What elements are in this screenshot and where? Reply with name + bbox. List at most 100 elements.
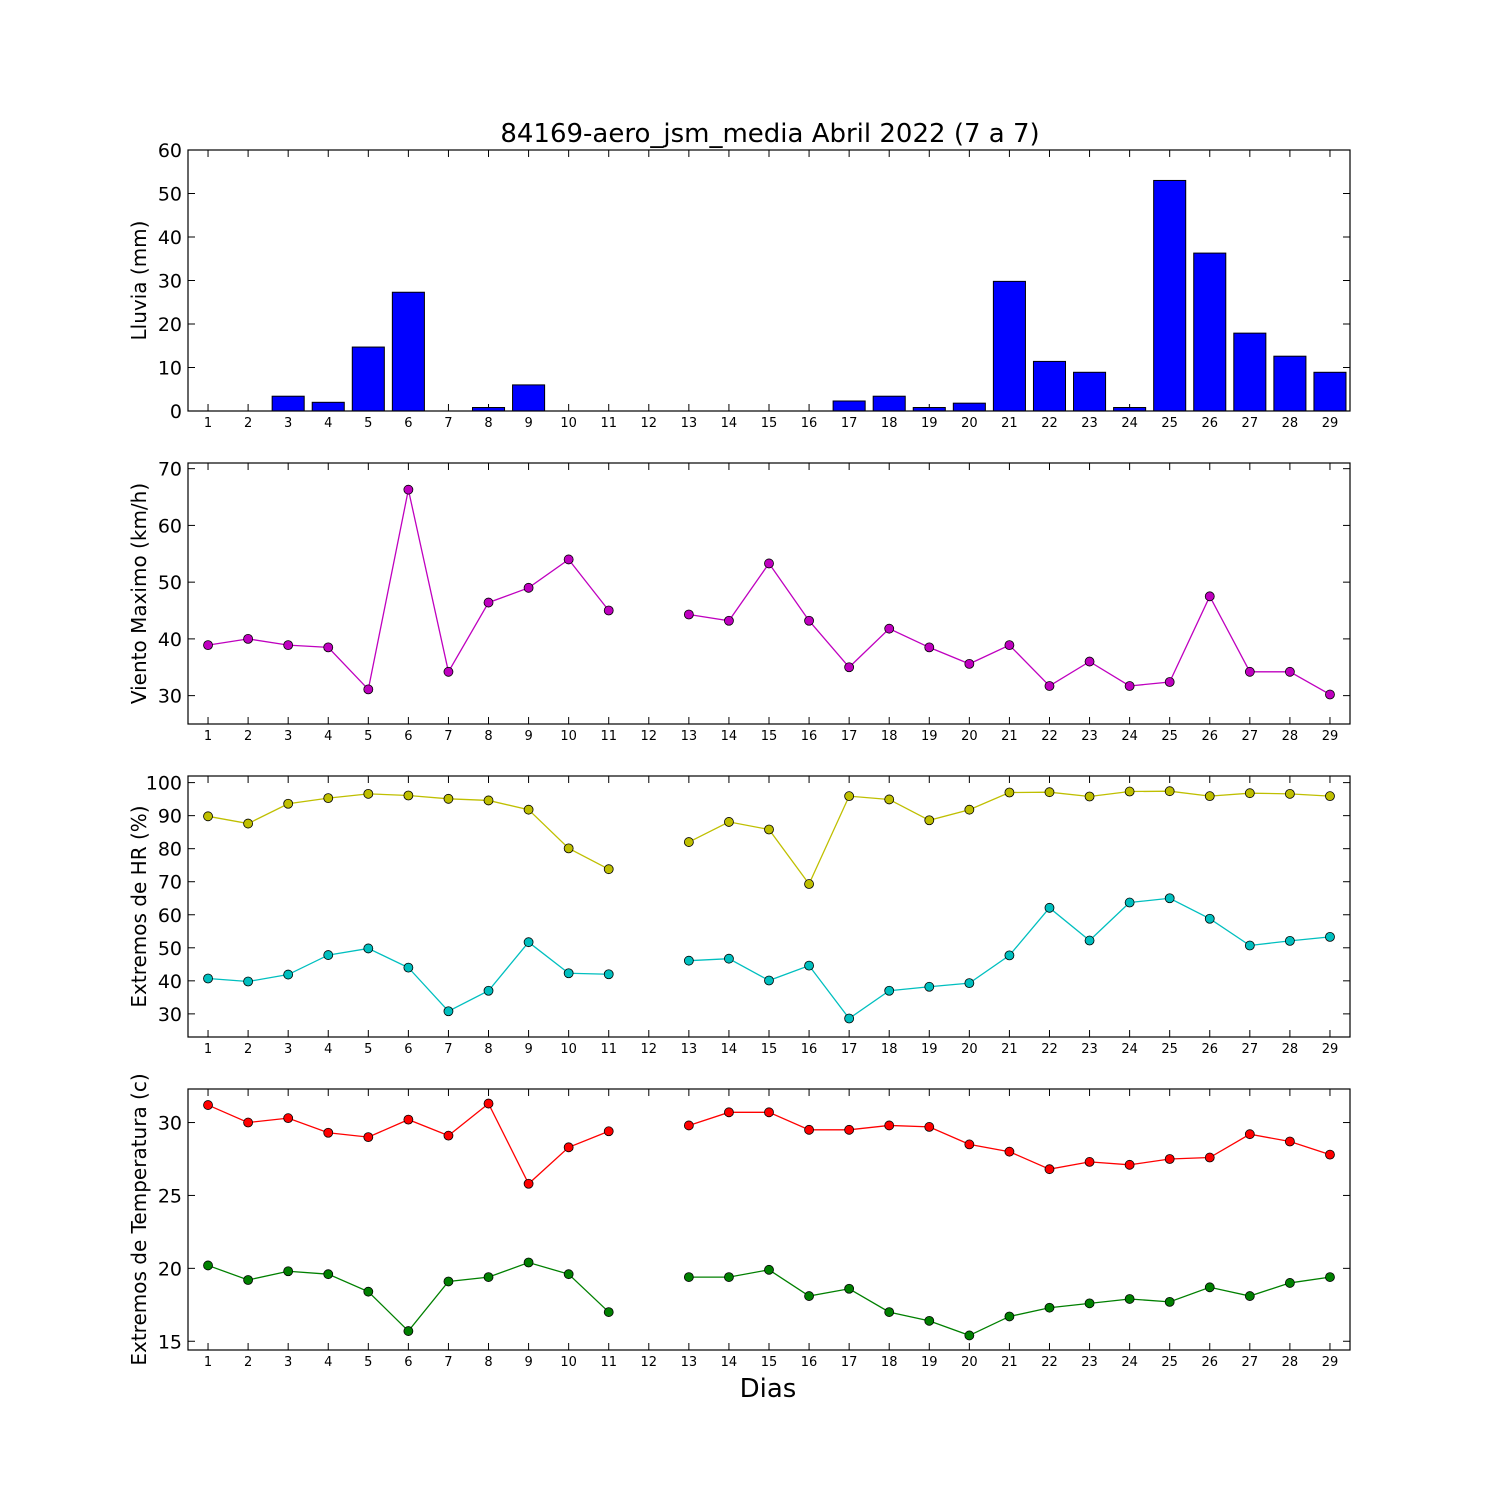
bar-day-4 (311, 401, 345, 412)
series-2-point-day-18 (884, 985, 895, 996)
series-1-point-day-16 (804, 1124, 814, 1135)
bar-day-20 (952, 402, 986, 412)
y-tick-label: 20 (158, 1258, 182, 1280)
series-1-point-day-21 (1004, 1146, 1015, 1157)
series-2-point-day-19 (924, 981, 935, 992)
x-tick-label: 20 (961, 1042, 978, 1057)
x-tick-label: 11 (600, 729, 617, 744)
bar-day-27 (1233, 332, 1267, 412)
series-1-point-day-29 (1325, 791, 1335, 802)
series-1-point-day-27 (1244, 788, 1255, 799)
y-tick-label: 50 (158, 184, 182, 206)
x-tick-label: 7 (444, 416, 452, 431)
series-2-point-day-22 (1044, 902, 1055, 913)
series-1-point-day-25 (1164, 786, 1175, 797)
x-tick-label: 10 (560, 1355, 577, 1370)
series-2-point-day-25 (1164, 1296, 1175, 1307)
series-2-point-day-29 (1325, 1272, 1335, 1282)
y-tick-label: 60 (158, 905, 182, 927)
series-1-point-day-6 (403, 790, 414, 801)
series-1-line-2 (688, 1111, 1331, 1170)
series-1-point-day-9 (523, 1178, 534, 1189)
x-tick-label: 18 (881, 1042, 898, 1057)
series-2-point-day-23 (1084, 935, 1095, 946)
y-tick-label: 60 (158, 140, 182, 162)
bar-day-6 (391, 291, 425, 412)
x-axis-label: Dias (740, 1374, 797, 1404)
y-tick-label: 10 (158, 358, 182, 380)
series-1-point-day-24 (1124, 1159, 1135, 1170)
series-1-point-day-10 (563, 1142, 574, 1153)
y-tick-label: 50 (158, 572, 182, 594)
x-tick-label: 9 (524, 1355, 532, 1370)
series-1-point-day-29 (1325, 689, 1335, 700)
series-1-point-day-26 (1204, 1152, 1215, 1163)
series-1-point-day-17 (844, 1124, 855, 1135)
x-tick-label: 17 (841, 1042, 858, 1057)
bar-day-23 (1073, 371, 1107, 412)
x-tick-label: 18 (881, 416, 898, 431)
series-1-point-day-29 (1325, 1149, 1335, 1160)
x-tick-label: 9 (524, 1042, 532, 1057)
x-tick-label: 21 (1001, 1355, 1018, 1370)
x-tick-label: 19 (921, 1042, 938, 1057)
series-1-point-day-2 (243, 818, 254, 829)
x-tick-label: 27 (1242, 1042, 1259, 1057)
x-tick-label: 16 (801, 1355, 818, 1370)
series-1-point-day-10 (563, 843, 574, 854)
series-2-point-day-11 (603, 969, 614, 980)
x-tick-label: 12 (641, 729, 658, 744)
x-tick-label: 25 (1161, 1355, 1178, 1370)
x-tick-label: 13 (681, 1042, 698, 1057)
x-tick-label: 24 (1121, 1042, 1138, 1057)
series-2-point-day-29 (1325, 931, 1335, 942)
series-1-point-day-15 (764, 558, 774, 569)
series-1-point-day-20 (964, 1139, 975, 1150)
series-2-point-day-4 (323, 950, 334, 960)
series-1-point-day-28 (1284, 1136, 1295, 1147)
series-1-point-day-14 (724, 615, 734, 626)
x-tick-label: 1 (204, 1042, 212, 1057)
x-tick-label: 29 (1322, 1042, 1339, 1057)
x-tick-label: 10 (560, 729, 577, 744)
figure-title: 84169-aero_jsm_media Abril 2022 (7 a 7) (500, 119, 1039, 149)
series-1-point-day-11 (603, 1126, 614, 1137)
series-1-point-day-5 (363, 788, 374, 799)
x-tick-label: 4 (324, 729, 332, 744)
x-tick-label: 17 (841, 1355, 858, 1370)
x-tick-label: 13 (681, 729, 698, 744)
series-1-point-day-21 (1004, 787, 1015, 798)
x-tick-label: 15 (761, 729, 778, 744)
series-1-line-1 (207, 793, 610, 870)
series-2-point-day-8 (483, 985, 494, 996)
series-1-point-day-17 (844, 791, 855, 802)
x-tick-label: 2 (244, 1042, 252, 1057)
x-tick-label: 23 (1081, 729, 1098, 744)
x-tick-label: 19 (921, 1355, 938, 1370)
x-tick-label: 16 (801, 729, 818, 744)
series-1-point-day-11 (603, 605, 614, 616)
x-tick-label: 29 (1322, 416, 1339, 431)
series-1-point-day-24 (1124, 681, 1135, 691)
x-tick-label: 8 (484, 1355, 492, 1370)
x-tick-label: 8 (484, 1042, 492, 1057)
x-tick-label: 12 (641, 1042, 658, 1057)
series-2-point-day-20 (964, 978, 975, 989)
series-1-point-day-8 (483, 795, 494, 806)
series-1-point-day-18 (884, 623, 895, 634)
x-tick-label: 24 (1121, 729, 1138, 744)
series-1-point-day-8 (483, 1098, 494, 1109)
x-tick-label: 20 (961, 729, 978, 744)
series-2-point-day-24 (1124, 1294, 1135, 1304)
x-tick-label: 28 (1282, 1042, 1299, 1057)
series-1-point-day-9 (523, 582, 534, 593)
series-1-point-day-19 (924, 815, 935, 826)
series-1-line-2 (688, 790, 1331, 886)
y-tick-label: 40 (158, 971, 182, 993)
series-2-point-day-2 (243, 976, 254, 987)
series-1-point-day-18 (884, 794, 895, 805)
x-tick-label: 2 (244, 729, 252, 744)
series-1-point-day-16 (804, 879, 814, 889)
